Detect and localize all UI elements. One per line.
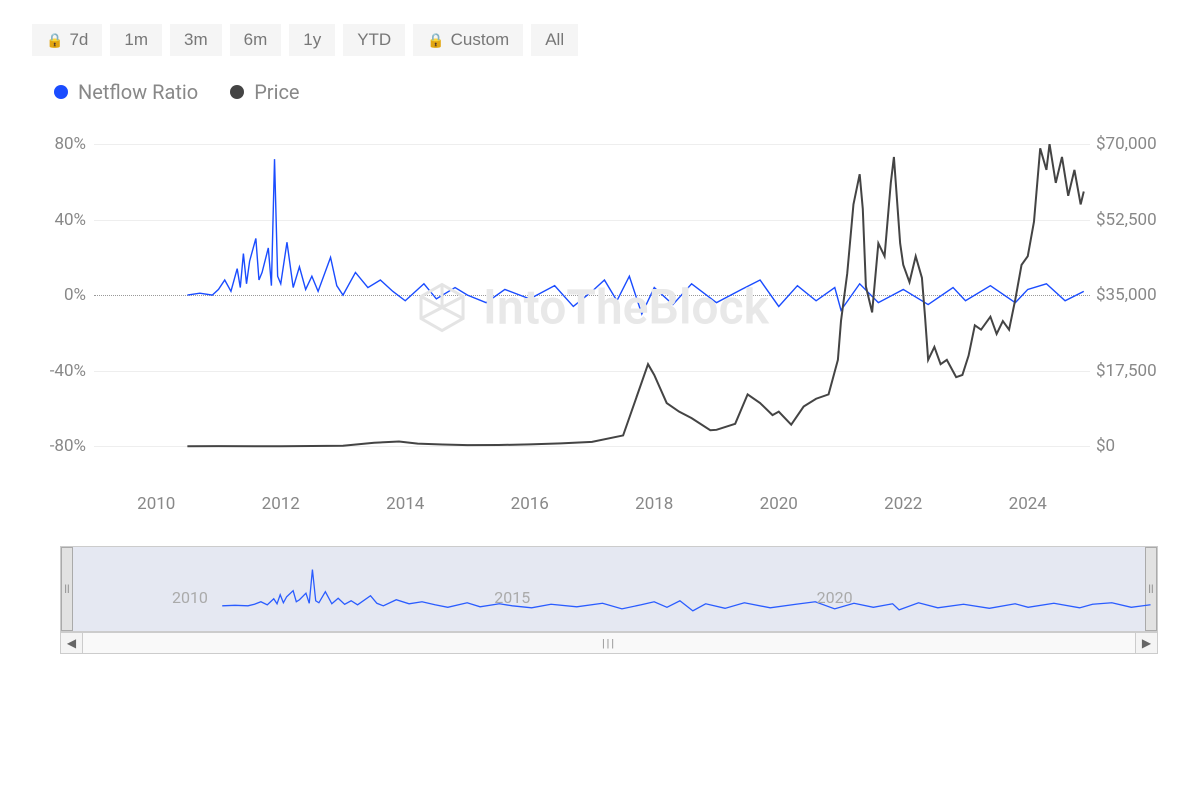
legend-dot — [54, 85, 68, 99]
legend-item[interactable]: Netflow Ratio — [54, 80, 198, 104]
legend-label: Netflow Ratio — [78, 80, 198, 104]
lock-icon: 🔒 — [427, 32, 444, 49]
scrollbar[interactable]: ◀ ||| ▶ — [60, 632, 1158, 654]
scroll-right-arrow[interactable]: ▶ — [1135, 633, 1157, 653]
range-selector: 🔒 7d 1m 3m 6m 1y YTD 🔒 Custom All — [32, 24, 1168, 56]
navigator-tick: 2020 — [817, 588, 853, 607]
legend: Netflow Ratio Price — [32, 80, 1168, 104]
range-button-label: 1m — [124, 30, 148, 50]
x-tick: 2020 — [760, 494, 798, 514]
y-left-tick: -40% — [32, 361, 86, 381]
series-netflow — [187, 159, 1083, 314]
y-right-tick: $52,500 — [1096, 210, 1168, 230]
range-button-7d[interactable]: 🔒 7d — [32, 24, 102, 56]
navigator-tick: 2010 — [172, 588, 208, 607]
range-button-label: Custom — [451, 30, 510, 50]
main-chart: IntoTheBlock -80%-40%0%40%80% $0$17,500$… — [32, 144, 1168, 514]
range-button-3m[interactable]: 3m — [170, 24, 222, 56]
navigator[interactable]: || || 2010 2015 2020 — [60, 546, 1158, 632]
y-left-tick: 0% — [32, 285, 86, 305]
y-right-tick: $17,500 — [1096, 361, 1168, 381]
x-tick: 2012 — [262, 494, 300, 514]
x-tick: 2018 — [635, 494, 673, 514]
navigator-mask — [73, 547, 1145, 631]
navigator-handle-right[interactable]: || — [1145, 547, 1157, 631]
y-left-tick: 40% — [32, 210, 86, 230]
chart-canvas — [94, 144, 1090, 484]
y-right-tick: $70,000 — [1096, 134, 1168, 154]
legend-label: Price — [254, 80, 299, 104]
navigator-tick: 2015 — [494, 588, 530, 607]
range-button-all[interactable]: All — [531, 24, 578, 56]
navigator-handle-left[interactable]: || — [61, 547, 73, 631]
y-left-tick: -80% — [32, 436, 86, 456]
range-button-ytd[interactable]: YTD — [343, 24, 405, 56]
range-button-1m[interactable]: 1m — [110, 24, 162, 56]
range-button-label: 1y — [303, 30, 321, 50]
range-button-label: YTD — [357, 30, 391, 50]
scroll-left-arrow[interactable]: ◀ — [61, 633, 83, 653]
range-button-label: 7d — [69, 30, 88, 50]
y-right-tick: $35,000 — [1096, 285, 1168, 305]
y-left-tick: 80% — [32, 134, 86, 154]
range-button-label: 3m — [184, 30, 208, 50]
x-tick: 2016 — [511, 494, 549, 514]
range-button-6m[interactable]: 6m — [230, 24, 282, 56]
y-right-tick: $0 — [1096, 436, 1168, 456]
range-button-label: 6m — [244, 30, 268, 50]
legend-dot — [230, 85, 244, 99]
lock-icon: 🔒 — [46, 32, 63, 49]
x-tick: 2024 — [1009, 494, 1047, 514]
range-button-label: All — [545, 30, 564, 50]
x-tick: 2014 — [386, 494, 424, 514]
legend-item[interactable]: Price — [230, 80, 299, 104]
scroll-track[interactable]: ||| — [83, 633, 1135, 653]
range-button-custom[interactable]: 🔒 Custom — [413, 24, 523, 56]
range-button-1y[interactable]: 1y — [289, 24, 335, 56]
x-tick: 2010 — [137, 494, 175, 514]
x-tick: 2022 — [884, 494, 922, 514]
